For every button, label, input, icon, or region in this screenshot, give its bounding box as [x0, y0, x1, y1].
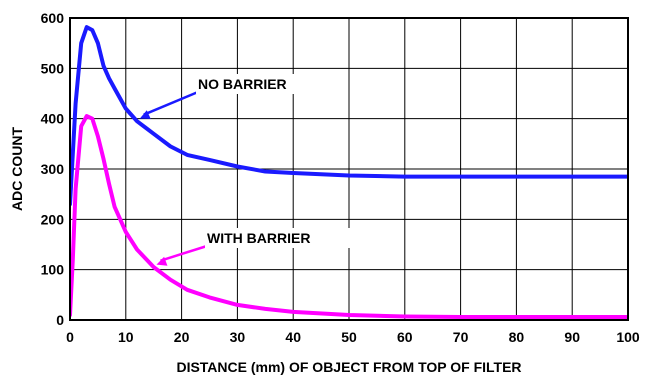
annotations-layer: NO BARRIER WITH BARRIER — [139, 74, 355, 266]
x-tick-label: 100 — [616, 329, 640, 345]
x-tick-label: 30 — [230, 329, 246, 345]
annotation-arrow — [160, 244, 208, 262]
y-axis-label: ADC COUNT — [9, 127, 25, 211]
y-tick-label: 200 — [41, 211, 65, 227]
x-tick-label: 60 — [397, 329, 413, 345]
plot-frame — [69, 17, 629, 321]
y-tick-label: 400 — [41, 111, 65, 127]
annotation-arrowhead — [139, 110, 151, 119]
series-line-0 — [70, 25, 628, 207]
x-tick-label: 40 — [285, 329, 301, 345]
y-tick-label: 0 — [56, 312, 64, 328]
y-tick-label: 300 — [41, 161, 65, 177]
x-tick-label: 90 — [564, 329, 580, 345]
x-tick-label: 10 — [118, 329, 134, 345]
x-tick-label: 20 — [174, 329, 190, 345]
x-tick-label: 70 — [453, 329, 469, 345]
x-tick-label: 50 — [341, 329, 357, 345]
annotation-label: NO BARRIER — [198, 76, 287, 92]
annotation-arrowhead — [156, 256, 168, 266]
annotation-arrow — [143, 90, 199, 116]
y-tick-label: 600 — [41, 10, 65, 26]
y-tick-label: 500 — [41, 60, 65, 76]
series-line-1 — [70, 114, 628, 319]
series-layer — [70, 25, 628, 319]
x-axis-label: DISTANCE (mm) OF OBJECT FROM TOP OF FILT… — [176, 359, 521, 375]
x-tick-label: 80 — [509, 329, 525, 345]
y-tick-label: 100 — [41, 262, 65, 278]
annotation-label: WITH BARRIER — [207, 230, 310, 246]
grid-lines — [70, 18, 628, 320]
annotation-label-bg — [205, 228, 355, 248]
annotation-label-bg — [196, 74, 328, 94]
x-tick-label: 0 — [66, 329, 74, 345]
tick-labels: 0 10 20 30 40 50 60 70 80 90 100 0 100 200 300 400 500 60… — [41, 10, 640, 345]
